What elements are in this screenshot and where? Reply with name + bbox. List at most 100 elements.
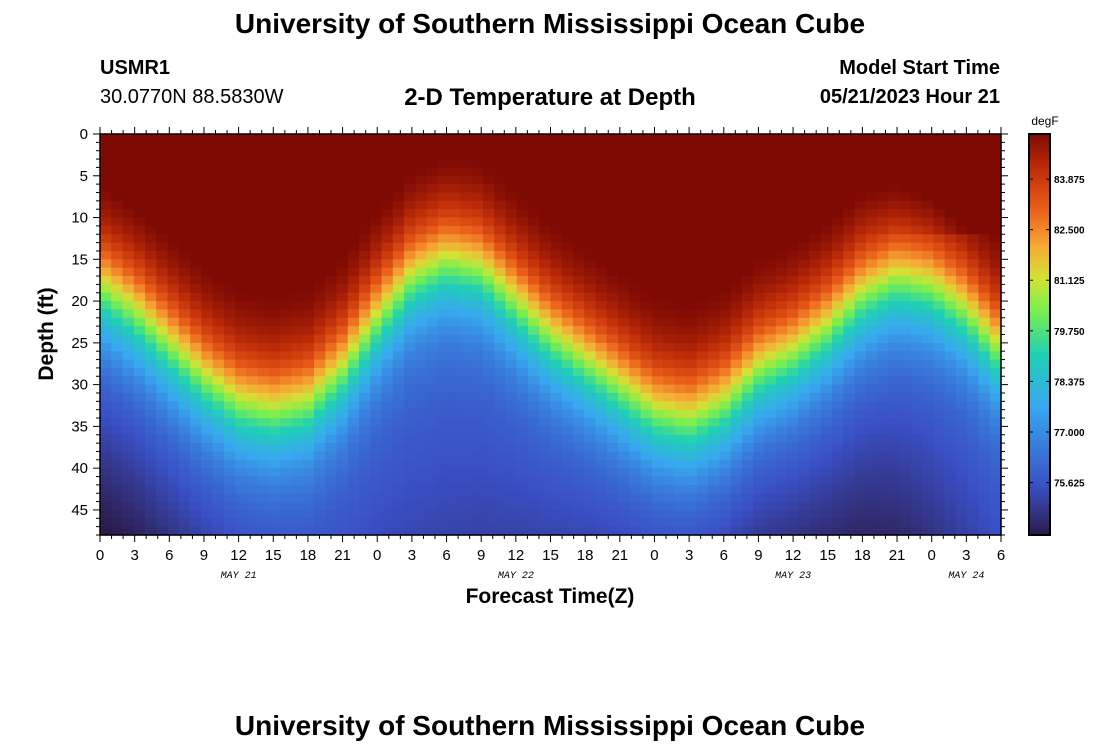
heatmap-cell (111, 267, 124, 277)
heatmap-cell (494, 359, 507, 369)
heatmap-cell (494, 301, 507, 311)
heatmap-cell (325, 184, 338, 194)
heatmap-cell (201, 309, 214, 319)
heatmap-cell (708, 518, 721, 528)
heatmap-cell (291, 342, 304, 352)
heatmap-cell (865, 426, 878, 436)
heatmap-cell (764, 468, 777, 478)
heatmap-cell (820, 367, 833, 377)
heatmap-cell (910, 242, 923, 252)
heatmap-cell (741, 518, 754, 528)
heatmap-cell (978, 242, 991, 252)
heatmap-cell (437, 359, 450, 369)
heatmap-cell (246, 384, 259, 394)
heatmap-cell (122, 209, 135, 219)
heatmap-cell (482, 234, 495, 244)
heatmap-cell (550, 134, 563, 143)
heatmap-cell (820, 401, 833, 411)
heatmap-cell (482, 526, 495, 536)
heatmap-cell (606, 468, 619, 478)
heatmap-cell (539, 401, 552, 411)
heatmap-cell (618, 451, 630, 461)
heatmap-cell (437, 326, 450, 336)
heatmap-cell (505, 326, 518, 336)
heatmap-cell (573, 351, 585, 361)
heatmap-cell (753, 175, 766, 185)
heatmap-cell (708, 409, 721, 419)
heatmap-cell (122, 309, 135, 319)
heatmap-cell (584, 484, 597, 494)
heatmap-cell (494, 267, 507, 277)
heatmap-cell (246, 200, 259, 210)
heatmap-cell (156, 284, 169, 294)
heatmap-cell (516, 351, 529, 361)
heatmap-cell (741, 134, 754, 143)
heatmap-cell (877, 426, 889, 436)
heatmap-cell (516, 484, 529, 494)
heatmap-cell (404, 476, 416, 486)
heatmap-cell (967, 142, 980, 152)
heatmap-cell (978, 434, 991, 444)
heatmap-cell (910, 459, 923, 469)
heatmap-cell (764, 242, 777, 252)
heatmap-cell (482, 384, 495, 394)
heatmap-cell (539, 209, 552, 219)
heatmap-cell (618, 284, 630, 294)
heatmap-cell (381, 434, 394, 444)
heatmap-cell (944, 476, 957, 486)
heatmap-cell (651, 142, 664, 152)
heatmap-cell (291, 434, 304, 444)
heatmap-cell (212, 142, 225, 152)
heatmap-cell (663, 301, 675, 311)
heatmap-cell (775, 342, 788, 352)
heatmap-cell (302, 309, 315, 319)
heatmap-cell (201, 159, 214, 169)
heatmap-cell (910, 184, 923, 194)
heatmap-cell (223, 167, 236, 177)
heatmap-cell (561, 451, 574, 461)
heatmap-cell (437, 309, 450, 319)
heatmap-cell (347, 192, 360, 202)
heatmap-cell (415, 284, 428, 294)
heatmap-cell (787, 309, 799, 319)
heatmap-cell (573, 175, 585, 185)
heatmap-cell (696, 392, 709, 402)
heatmap-cell (663, 175, 675, 185)
heatmap-cell (764, 518, 777, 528)
heatmap-cell (302, 326, 315, 336)
heatmap-cell (201, 259, 214, 269)
heatmap-cell (573, 426, 585, 436)
heatmap-cell (550, 301, 563, 311)
heatmap-cell (584, 509, 597, 519)
heatmap-cell (685, 184, 698, 194)
heatmap-cell (584, 292, 597, 302)
heatmap-cell (178, 284, 191, 294)
heatmap-cell (246, 418, 259, 427)
heatmap-cell (573, 392, 585, 402)
heatmap-cell (381, 326, 394, 336)
heatmap-cell (809, 518, 822, 528)
heatmap-cell (302, 284, 315, 294)
heatmap-cell (584, 250, 597, 260)
heatmap-cell (223, 326, 236, 336)
heatmap-cell (573, 242, 585, 252)
heatmap-cell (539, 317, 552, 327)
heatmap-cell (539, 367, 552, 377)
heatmap-cell (370, 167, 383, 177)
heatmap-cell (843, 167, 856, 177)
heatmap-cell (359, 217, 371, 227)
heatmap-cell (685, 476, 698, 486)
heatmap-cell (280, 150, 293, 160)
heatmap-cell (595, 384, 608, 394)
heatmap-cell (843, 301, 856, 311)
heatmap-cell (145, 217, 157, 227)
x-tick-label: 3 (408, 547, 416, 564)
heatmap-cell (933, 284, 946, 294)
heatmap-cell (685, 309, 698, 319)
heatmap-cell (820, 150, 833, 160)
heatmap-cell (787, 367, 799, 377)
heatmap-cell (865, 326, 878, 336)
heatmap-cell (190, 234, 202, 244)
heatmap-cell (719, 367, 732, 377)
heatmap-cell (336, 384, 349, 394)
